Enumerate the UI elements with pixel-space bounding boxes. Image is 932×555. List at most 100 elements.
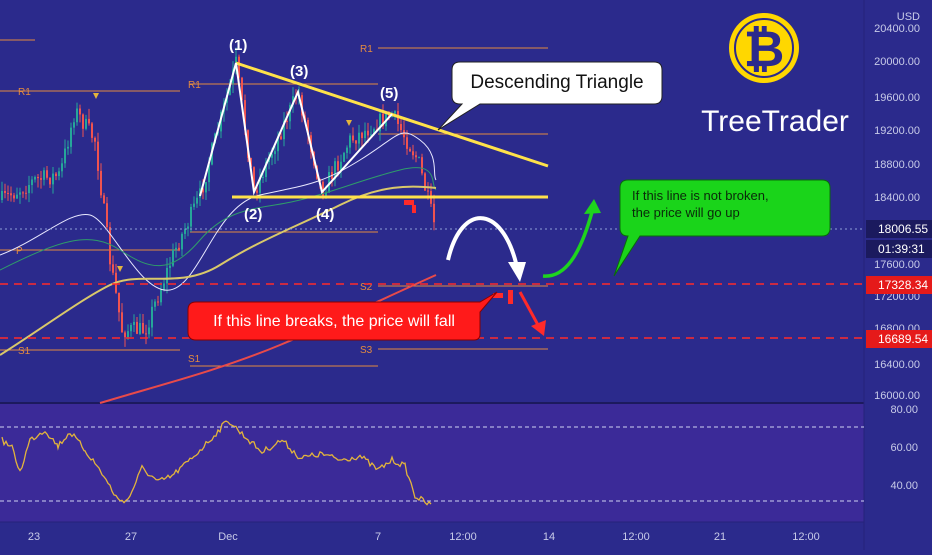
time-tick-label: 12:00 bbox=[792, 531, 820, 543]
callout-triangle-text: Descending Triangle bbox=[470, 72, 643, 93]
candle-body bbox=[184, 228, 186, 234]
time-tick-label: 12:00 bbox=[449, 531, 477, 543]
candle-body bbox=[91, 123, 93, 138]
price-tick-label: 18800.00 bbox=[874, 159, 920, 171]
candle-body bbox=[121, 312, 123, 333]
candle-body bbox=[160, 289, 162, 303]
wave-path[interactable] bbox=[199, 62, 393, 197]
ma-slow bbox=[0, 185, 437, 356]
callout-triangle[interactable]: Descending Triangle bbox=[437, 61, 663, 131]
level-upper-value: 17328.34 bbox=[878, 278, 928, 292]
candle-body bbox=[253, 167, 255, 191]
candle-body bbox=[142, 322, 144, 334]
candle-body bbox=[67, 146, 69, 149]
price-tick-label: 20000.00 bbox=[874, 56, 920, 68]
marker-flag bbox=[412, 205, 416, 213]
candle-body bbox=[394, 111, 396, 114]
candle-body bbox=[46, 170, 48, 178]
price-axis-badges: 18006.55 01:39:31 17328.34 16689.54 bbox=[866, 220, 932, 348]
wave-label-5: (5) bbox=[380, 85, 398, 102]
pivot-label-r1-mid: R1 bbox=[188, 80, 201, 91]
callout-bearish[interactable]: If this line breaks, the price will fall bbox=[187, 291, 498, 341]
candle-body bbox=[196, 197, 198, 204]
projection-arc-arrow[interactable] bbox=[446, 216, 520, 273]
callout-bearish-bubble bbox=[187, 291, 498, 341]
candle-body bbox=[82, 114, 84, 129]
bitcoin-symbol-icon: ₿ bbox=[744, 21, 785, 77]
ma-long bbox=[99, 274, 437, 404]
candle-body bbox=[139, 322, 141, 334]
time-tick-label: Dec bbox=[218, 531, 238, 543]
candle-body bbox=[7, 192, 9, 194]
bullish-arrow[interactable] bbox=[542, 211, 594, 278]
candle-body bbox=[280, 136, 282, 140]
time-axis[interactable]: 23 27 Dec 7 12:00 14 12:00 21 12:00 bbox=[28, 531, 820, 543]
candle-body bbox=[244, 100, 246, 131]
candle-body bbox=[187, 226, 189, 229]
rsi-tick-label: 80.00 bbox=[890, 404, 918, 416]
brand-name: TreeTrader bbox=[701, 105, 849, 138]
candle-body bbox=[433, 203, 435, 223]
candle-body bbox=[4, 191, 6, 193]
candle-body bbox=[277, 136, 279, 152]
price-tick-label: 17600.00 bbox=[874, 259, 920, 271]
level-lower-badge bbox=[866, 330, 932, 348]
candle-body bbox=[25, 192, 27, 194]
callout-bullish[interactable]: If this line is not broken, the price wi… bbox=[613, 179, 831, 277]
pivot-label-s3: S3 bbox=[360, 345, 373, 356]
candle-body bbox=[85, 118, 87, 129]
candle-body bbox=[370, 134, 372, 136]
candle-body bbox=[259, 177, 261, 193]
candle-body bbox=[292, 96, 294, 105]
candle-body bbox=[118, 292, 120, 313]
bitcoin-coin-ring bbox=[734, 18, 794, 78]
candle-body bbox=[271, 154, 273, 158]
candle-body bbox=[415, 155, 417, 158]
current-price-value: 18006.55 bbox=[878, 222, 928, 236]
candle-body bbox=[109, 227, 111, 265]
countdown-badge bbox=[866, 240, 932, 258]
candle-body bbox=[79, 108, 81, 115]
callout-bullish-bubble bbox=[613, 179, 831, 277]
candle-body bbox=[169, 265, 171, 268]
candle-body bbox=[361, 132, 363, 139]
candle-body bbox=[382, 113, 384, 127]
candle-body bbox=[61, 163, 63, 172]
marker-flag bbox=[508, 290, 513, 304]
candle-body bbox=[424, 173, 426, 191]
candle-body bbox=[154, 301, 156, 307]
candle-body bbox=[265, 161, 267, 177]
level-upper-badge bbox=[866, 276, 932, 294]
price-tick-label: 16000.00 bbox=[874, 390, 920, 402]
candle-body bbox=[64, 148, 66, 164]
candle-body bbox=[70, 127, 72, 147]
ma-fast bbox=[0, 132, 437, 291]
candle-body bbox=[367, 130, 369, 136]
candle-body bbox=[133, 321, 135, 326]
projection-arc-arrowhead bbox=[508, 262, 526, 282]
price-axis[interactable]: USD 20400.00 20000.00 19600.00 19200.00 1880… bbox=[874, 11, 920, 402]
candle-body bbox=[1, 191, 3, 200]
candle-body bbox=[205, 182, 207, 193]
pivot-label-s1-mid: S1 bbox=[188, 354, 201, 365]
treetrader-logo: ₿ TreeTrader bbox=[701, 13, 849, 138]
candle-body bbox=[208, 164, 210, 183]
time-tick-label: 12:00 bbox=[622, 531, 650, 543]
pivot-label-p: P bbox=[16, 246, 23, 257]
rsi-line[interactable] bbox=[1, 420, 432, 506]
candle-body bbox=[172, 249, 174, 266]
wave-labels: (1) (2) (3) (4) (5) bbox=[229, 37, 398, 223]
candle-body bbox=[343, 152, 345, 162]
candle-body bbox=[163, 283, 165, 290]
bearish-arrow[interactable] bbox=[518, 291, 540, 326]
candle-body bbox=[16, 194, 18, 199]
current-price-badge bbox=[866, 220, 932, 238]
time-tick-label: 23 bbox=[28, 531, 40, 543]
rsi-axis[interactable]: 80.00 60.00 40.00 bbox=[890, 404, 918, 492]
candle-body bbox=[76, 108, 78, 123]
candle-body bbox=[100, 170, 102, 196]
candle-body bbox=[88, 118, 90, 124]
price-tick-label: 19200.00 bbox=[874, 125, 920, 137]
